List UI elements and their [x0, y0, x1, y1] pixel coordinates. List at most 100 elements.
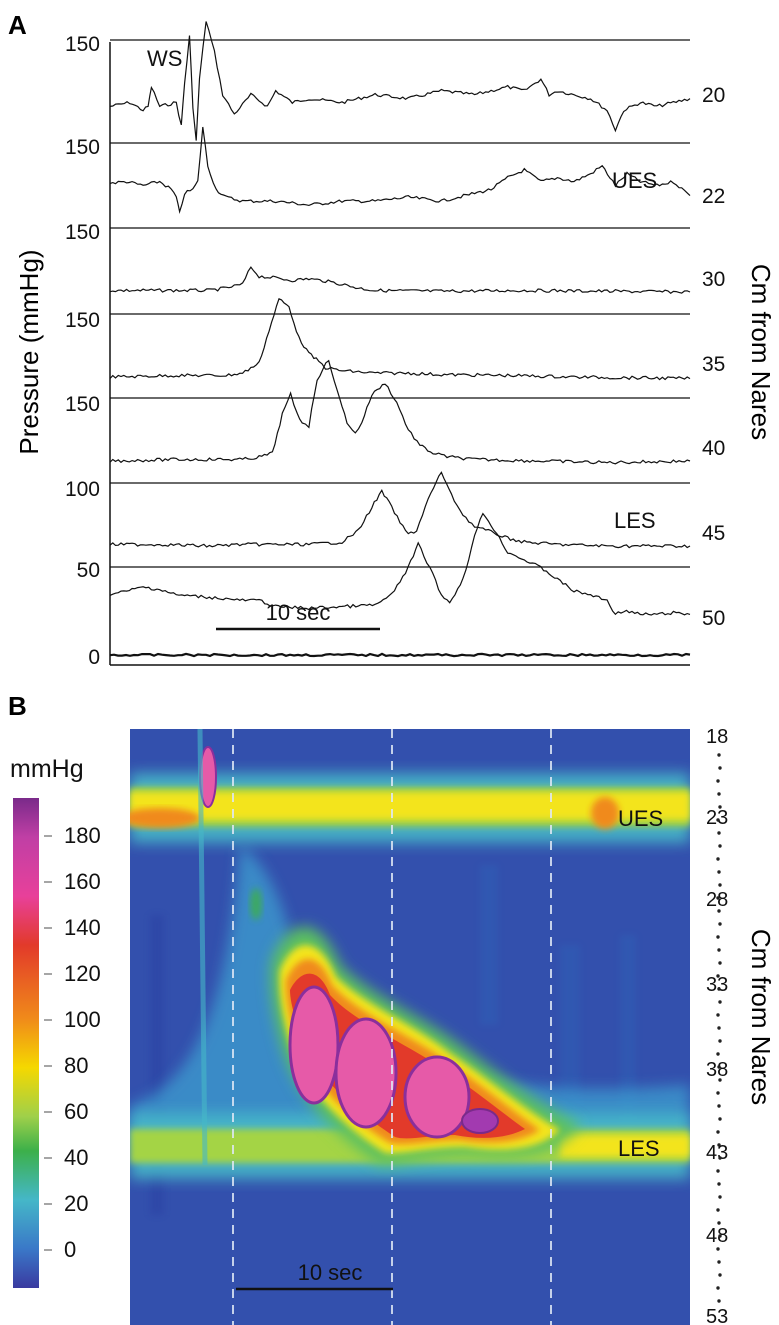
panel-a-traces: [109, 21, 691, 658]
panel-a-position-label: 50: [702, 607, 725, 630]
sensor-dot: [718, 961, 722, 965]
pressure-trace-30cm: [109, 266, 691, 294]
sensor-dot: [718, 922, 722, 926]
colorbar-tick-label: 60: [64, 1099, 88, 1124]
panel-a-tick-label: 100: [65, 478, 100, 501]
panel-b-depth-label: 43: [706, 1142, 728, 1164]
sensor-dot: [717, 753, 721, 757]
sensor-dot: [716, 1052, 720, 1056]
sensor-dot: [718, 1234, 722, 1238]
panel-a-tick-label: 150: [65, 136, 100, 159]
sensor-dot: [718, 1078, 722, 1082]
contraction-peaks: [199, 746, 499, 1139]
sensor-dot: [717, 870, 721, 874]
pressure-trace-45cm: [109, 471, 691, 549]
sensor-dot: [716, 974, 720, 978]
sensor-dot: [716, 896, 720, 900]
pressure-trace-50cm: [109, 512, 691, 616]
sensor-dot: [717, 1104, 721, 1108]
sensor-dot: [716, 818, 720, 822]
panel-a-position-label: 35: [702, 353, 725, 376]
panel-a-tick-label: 150: [65, 221, 100, 244]
sensor-dot: [717, 831, 721, 835]
colorbar-tick-label: 180: [64, 823, 101, 848]
sensor-dot: [718, 766, 722, 770]
panel-a-tick-label: 150: [65, 393, 100, 416]
sensor-dot: [717, 1143, 721, 1147]
sensor-dot: [716, 1208, 720, 1212]
sensor-dot: [717, 1182, 721, 1186]
panel-b-scalebar-label: 10 sec: [298, 1260, 363, 1285]
panel-b-depth-label: 33: [706, 974, 728, 996]
panel-b-depth-label: 18: [706, 726, 728, 748]
sensor-dot: [716, 857, 720, 861]
panel-a-tick-label: 150: [65, 309, 100, 332]
sensor-dot: [717, 1026, 721, 1030]
sensor-dot: [718, 1039, 722, 1043]
colorbar: [13, 798, 39, 1288]
sensor-dot: [717, 792, 721, 796]
colorbar-tick-label: 40: [64, 1145, 88, 1170]
sensor-dot: [717, 1299, 721, 1303]
sensor-dot: [718, 805, 722, 809]
sensor-dot: [716, 1013, 720, 1017]
sensor-dot: [718, 1156, 722, 1160]
panel-b-depth-label: 53: [706, 1306, 728, 1325]
panel-a-position-label: 45: [702, 522, 725, 545]
sensor-dot: [717, 1260, 721, 1264]
time-markers: [232, 729, 552, 1325]
panel-a-baselines: [110, 39, 690, 568]
sensor-dot: [717, 948, 721, 952]
panel-a-tick-label: 0: [88, 646, 100, 669]
sensor-dot: [718, 883, 722, 887]
ues-heatmap-annotation: UES: [618, 806, 663, 831]
les-heatmap-annotation: LES: [618, 1136, 660, 1161]
pressure-trace-40cm: [109, 359, 691, 465]
sensor-dot: [716, 935, 720, 939]
panel-a-right-ticks: 20 22 30 35 40 45 50: [702, 84, 725, 630]
sensor-dot: [718, 1000, 722, 1004]
pressure-trace-35cm: [109, 297, 691, 381]
panel-b-label: B: [8, 691, 27, 721]
pressure-trace-22cm: [109, 126, 691, 214]
pressure-trace-baseline: [109, 652, 691, 658]
sensor-dot: [716, 1247, 720, 1251]
panel-b-depth-label: 38: [706, 1059, 728, 1081]
sensor-dot: [717, 1221, 721, 1225]
panel-a-tick-label: 150: [65, 33, 100, 56]
sensor-dot: [718, 844, 722, 848]
panel-b-depth-label: 48: [706, 1225, 728, 1247]
panel-a-left-ticks: 150 150 150 150 150 100 50 0: [65, 33, 100, 669]
colorbar-ticks: 180 160 140 120 100 80 60 40 20 0: [64, 823, 101, 1262]
panel-a-y-axis-title: Pressure (mmHg): [14, 249, 44, 454]
colorbar-tick-label: 80: [64, 1053, 88, 1078]
sensor-dot: [716, 779, 720, 783]
colorbar-tick-label: 160: [64, 869, 101, 894]
sensor-dot: [716, 1169, 720, 1173]
sensor-dot: [716, 1286, 720, 1290]
pressure-topography-heatmap: [130, 729, 690, 1325]
colorbar-title: mmHg: [10, 755, 84, 783]
panel-b-heatmap-chart: B mmHg 180 160 140 120 100 80 60 40 20 0: [8, 691, 776, 1325]
sensor-dot: [718, 1195, 722, 1199]
colorbar-tick-label: 0: [64, 1237, 76, 1262]
sensor-dot: [718, 1117, 722, 1121]
panel-a-position-label: 40: [702, 437, 725, 460]
colorbar-tick-label: 120: [64, 961, 101, 986]
panel-b-depth-label: 23: [706, 807, 728, 829]
panel-a-scalebar-label: 10 sec: [266, 600, 331, 625]
sensor-dot: [718, 1273, 722, 1277]
colorbar-tick-marks: [44, 835, 52, 1251]
ues-annotation: UES: [612, 168, 657, 193]
colorbar-tick-label: 20: [64, 1191, 88, 1216]
panel-a-position-label: 22: [702, 185, 725, 208]
panel-a-right-axis-title: Cm from Nares: [746, 264, 776, 440]
panel-a-line-chart: A 150 150 150 150 150 100 50 0 Pressure …: [8, 10, 776, 669]
sensor-dot: [716, 1130, 720, 1134]
colorbar-tick-label: 100: [64, 1007, 101, 1032]
panel-a-tick-label: 50: [77, 559, 100, 582]
sensor-dot: [716, 1091, 720, 1095]
panel-a-position-label: 30: [702, 268, 725, 291]
colorbar-tick-label: 140: [64, 915, 101, 940]
